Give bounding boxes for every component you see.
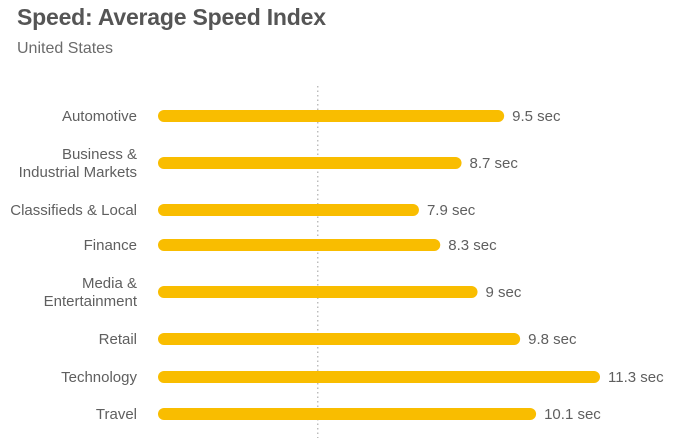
value-label: 9 sec xyxy=(486,284,522,301)
bar xyxy=(158,371,600,383)
category-label: Retail xyxy=(99,331,137,348)
category-label: Finance xyxy=(84,237,137,254)
chart-title: Speed: Average Speed Index xyxy=(17,4,326,30)
category-label-line: Technology xyxy=(61,369,137,386)
category-label-line: Classifieds & Local xyxy=(10,202,137,219)
category-label: Travel xyxy=(96,406,137,423)
category-label-line: Finance xyxy=(84,237,137,254)
value-label: 8.7 sec xyxy=(470,155,519,172)
category-label-line: Business & xyxy=(62,146,137,163)
category-label: Business & Industrial Markets xyxy=(19,146,137,181)
category-label: Automotive xyxy=(62,108,137,125)
bar xyxy=(158,204,419,216)
bar xyxy=(158,286,478,298)
value-label: 11.3 sec xyxy=(608,369,664,386)
value-label: 10.1 sec xyxy=(544,406,601,423)
category-label-line: Automotive xyxy=(62,108,137,125)
category-label-line: Travel xyxy=(96,406,137,423)
value-label: 7.9 sec xyxy=(427,202,476,219)
value-label: 9.5 sec xyxy=(512,108,561,125)
chart-subtitle: United States xyxy=(17,40,114,57)
category-label: Classifieds & Local xyxy=(10,202,137,219)
category-label: Technology xyxy=(61,369,137,386)
category-label-line: Retail xyxy=(99,331,137,348)
bar xyxy=(158,333,521,345)
bar xyxy=(158,239,441,251)
category-label-line: Entertainment xyxy=(44,293,138,310)
bar xyxy=(158,110,505,122)
category-label-line: Industrial Markets xyxy=(19,164,137,181)
bar xyxy=(158,157,462,169)
category-label-line: Media & xyxy=(82,275,137,292)
value-label: 8.3 sec xyxy=(448,237,497,254)
bar xyxy=(158,408,537,420)
value-label: 9.8 sec xyxy=(528,331,577,348)
category-label: Media & Entertainment xyxy=(44,275,138,310)
